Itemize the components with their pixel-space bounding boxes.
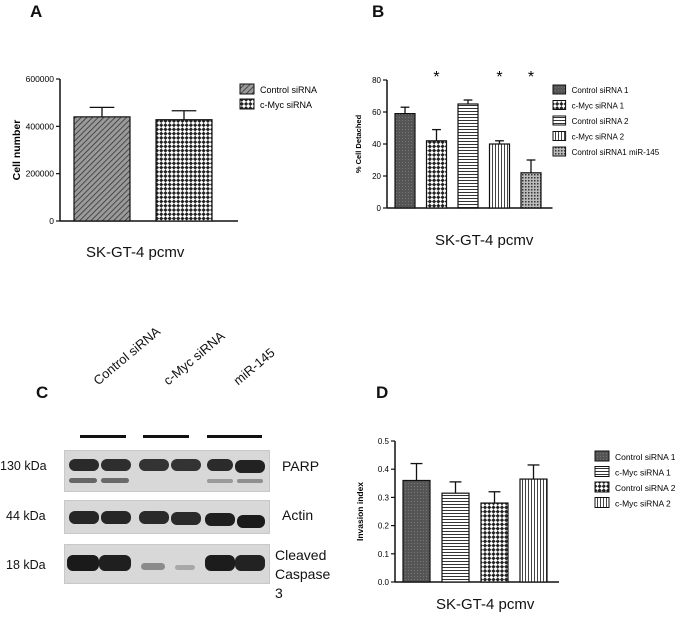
legend-swatch [552,100,567,110]
y-axis-label: % Cell Detached [354,114,363,173]
y-tick-label: 0 [377,204,382,213]
legend-swatch [239,98,255,110]
panel-b-caption: SK-GT-4 pcmv [435,232,534,249]
lane-label-mir145: miR-145 [230,344,278,388]
legend-swatch [594,450,610,462]
y-tick-label: 80 [372,76,381,85]
y-tick-label: 0.5 [378,437,390,446]
blot-strip-caspase [64,544,270,584]
y-tick-label: 0.1 [378,550,390,559]
y-tick-label: 0.4 [378,465,390,474]
lane-group-line-cmyc [143,435,189,438]
chart-b: 0 20 40 60 80 % Cell Detached Control siRNA 1 *… [354,69,660,213]
legend-swatch [552,115,567,126]
y-tick-label: 0.2 [378,522,390,531]
chart-a: 0 200000 400000 600000 Cell number Control si… [11,74,317,226]
bar [402,479,431,583]
bar [480,502,509,583]
bar [394,112,416,209]
y-tick-label: 40 [372,140,381,149]
legend-label: c-Myc siRNA 1 [572,102,625,111]
protein-label-parp: PARP [282,458,320,474]
bar [425,140,448,209]
legend-label: Control siRNA 1 [615,452,675,462]
legend-swatch [552,131,567,141]
western-blot: Control siRNA c-Myc siRNA miR-145 130 kD… [0,324,340,626]
blot-strip-parp [64,450,270,492]
y-tick-label: 0 [49,216,54,226]
legend-swatch [239,83,255,95]
panel-d-caption: SK-GT-4 pcmv [436,596,535,613]
legend-label: c-Myc siRNA [260,100,312,110]
significance-star: * [528,69,534,86]
legend-swatch [552,84,567,95]
y-tick-label: 600000 [26,74,55,84]
y-tick-label: 20 [372,172,381,181]
bar [519,478,548,583]
legend-label: c-Myc siRNA 1 [615,468,671,478]
y-tick-label: 60 [372,108,381,117]
bar [520,172,542,209]
kda-label-caspase: 18 kDa [6,558,46,572]
legend-label: c-Myc siRNA 2 [615,499,671,509]
legend-label: Control siRNA1 miR-145 [572,148,660,157]
y-tick-label: 200000 [26,169,55,179]
legend-swatch [594,466,610,477]
legend-label: Control siRNA 1 [572,86,629,95]
legend-label: Control siRNA 2 [572,117,629,126]
panel-d-letter: D [376,383,389,402]
lane-group-line-mir145 [207,435,262,438]
significance-star: * [496,69,502,86]
panel-a-caption: SK-GT-4 pcmv [86,244,185,261]
protein-label-caspase: Cleaved Caspase 3 [275,547,331,601]
lane-group-line-control [80,435,126,438]
legend-swatch [594,497,610,508]
legend-swatch [552,146,567,157]
legend-swatch [594,481,610,493]
legend-label: c-Myc siRNA 2 [572,133,625,142]
significance-star: * [433,69,439,86]
panel-c-letter: C [36,383,49,402]
lane-label-control: Control siRNA [90,323,164,388]
y-tick-label: 0.3 [378,493,390,502]
blot-strip-actin [64,500,270,534]
y-tick-label: 0.0 [378,578,390,587]
bar [457,103,479,209]
y-axis-label: Invasion index [355,482,365,541]
kda-label-actin: 44 kDa [6,509,46,523]
kda-label-parp: 130 kDa [0,459,47,473]
lane-label-cmyc: c-Myc siRNA [160,328,228,388]
legend-label: Control siRNA [260,85,317,95]
bar [73,116,131,222]
y-axis-label: Cell number [11,120,23,181]
protein-label-actin: Actin [282,507,314,523]
chart-d: 0.0 0.1 0.2 0.3 0.4 0.5 Invasion index Control … [355,437,675,587]
panel-b-letter: B [372,2,385,21]
panel-a-letter: A [30,2,43,21]
bar [441,492,470,583]
y-tick-label: 400000 [26,121,55,131]
bar [488,143,511,209]
legend-label: Control siRNA 2 [615,483,675,493]
bar [155,119,213,222]
